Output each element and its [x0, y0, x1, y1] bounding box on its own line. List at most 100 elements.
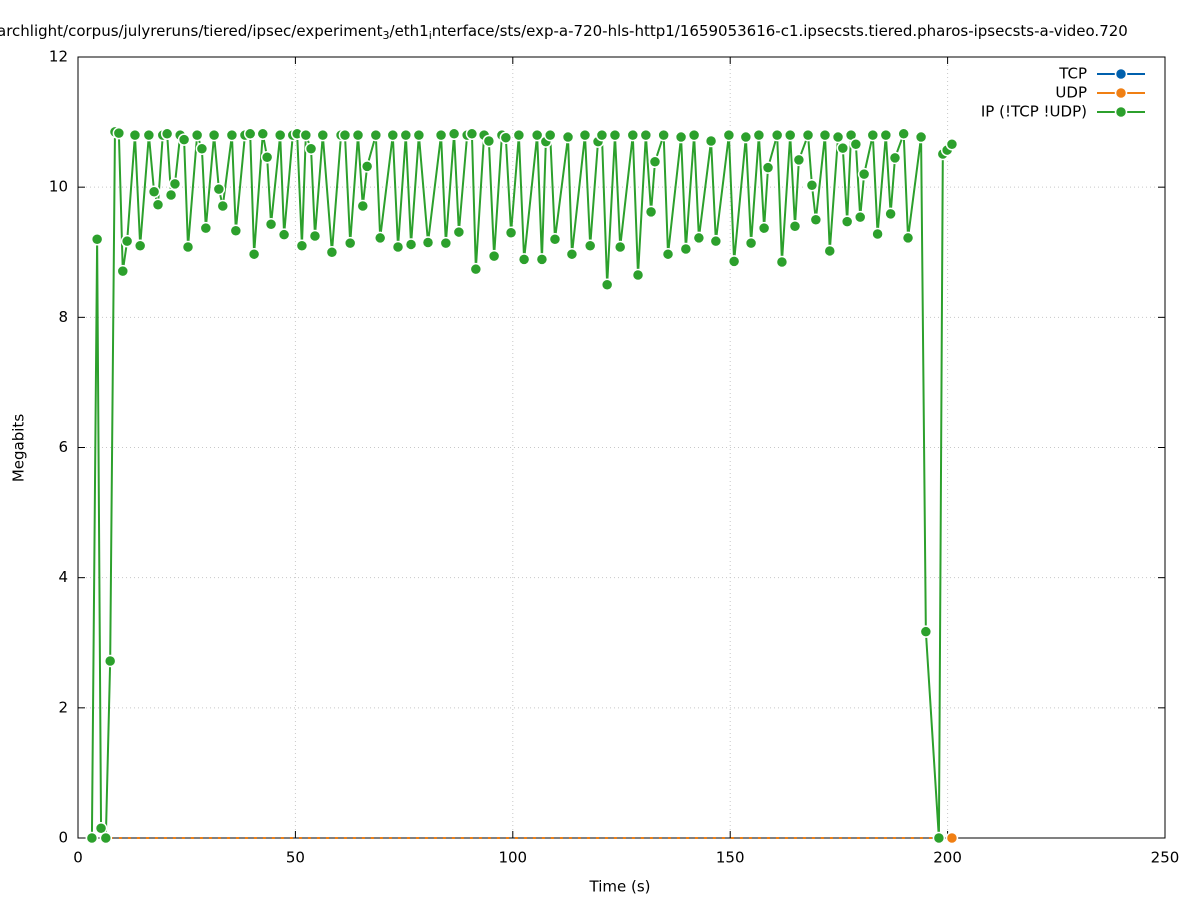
- data-point: [295, 239, 309, 252]
- data-point: [853, 210, 867, 224]
- x-tick-label: 0: [73, 849, 83, 867]
- data-point: [391, 240, 405, 254]
- data-point: [85, 831, 99, 845]
- data-point: [160, 127, 174, 141]
- data-point: [260, 150, 274, 164]
- y-tick-label: 2: [58, 698, 68, 716]
- data-point: [360, 160, 374, 173]
- data-point: [849, 137, 863, 151]
- title-part: 3: [383, 29, 390, 42]
- data-point: [128, 128, 142, 142]
- data-point: [447, 127, 461, 141]
- data-point: [421, 236, 435, 249]
- data-point: [727, 255, 741, 268]
- data-point: [757, 221, 771, 235]
- data-point: [434, 128, 448, 142]
- data-point: [801, 128, 815, 142]
- y-tick-label: 4: [58, 568, 68, 586]
- data-point: [530, 128, 544, 142]
- data-point: [535, 253, 549, 266]
- data-point: [517, 253, 531, 266]
- data-point: [351, 128, 365, 142]
- data-point: [212, 182, 226, 196]
- data-point: [775, 255, 789, 269]
- data-point: [901, 231, 915, 245]
- data-point: [792, 153, 806, 167]
- data-point: [504, 226, 518, 239]
- data-point: [704, 134, 718, 148]
- data-point: [199, 221, 213, 235]
- data-point: [343, 236, 357, 250]
- data-point: [644, 205, 658, 219]
- title-part: archlight/corpus/julyreruns/tiered/ipsec…: [0, 22, 383, 40]
- data-point: [256, 127, 270, 141]
- data-point: [439, 236, 453, 250]
- data-point: [932, 831, 946, 845]
- legend-marker: [1114, 67, 1128, 81]
- data-point: [888, 151, 902, 165]
- data-point: [595, 128, 609, 142]
- data-point: [512, 128, 526, 142]
- data-point: [608, 128, 622, 142]
- data-point: [90, 232, 104, 246]
- y-tick-label: 6: [58, 438, 68, 456]
- data-point: [565, 247, 579, 261]
- data-point: [264, 218, 278, 231]
- data-point: [722, 128, 736, 142]
- data-point: [626, 128, 640, 142]
- data-point: [356, 199, 370, 213]
- legend-label: UDP: [1055, 84, 1087, 102]
- data-point: [452, 225, 466, 239]
- data-point: [373, 231, 387, 245]
- data-point: [600, 278, 614, 292]
- y-axis-label: Megabits: [10, 414, 28, 482]
- y-tick-label: 0: [58, 829, 68, 847]
- data-point: [687, 128, 701, 142]
- x-tick-label: 200: [933, 849, 962, 867]
- data-point: [674, 130, 688, 144]
- data-point: [783, 128, 797, 142]
- data-point: [99, 831, 113, 845]
- series-line: [90, 130, 953, 839]
- data-point: [499, 131, 513, 144]
- x-tick-label: 150: [716, 849, 745, 867]
- data-point: [404, 238, 418, 251]
- data-point: [548, 232, 562, 246]
- data-point: [147, 185, 161, 198]
- data-point: [168, 177, 182, 191]
- data-point: [247, 247, 261, 261]
- x-tick-label: 50: [286, 849, 305, 867]
- legend-label: IP (!TCP !UDP): [981, 103, 1087, 121]
- data-point: [412, 128, 426, 142]
- data-point: [338, 128, 352, 142]
- data-point: [142, 128, 156, 142]
- data-point: [805, 178, 819, 192]
- data-point: [631, 268, 645, 282]
- data-point: [120, 234, 134, 248]
- legend-marker: [1114, 105, 1128, 119]
- data-point: [739, 130, 753, 144]
- data-point: [761, 161, 775, 174]
- data-point: [744, 236, 758, 250]
- data-point: [243, 127, 257, 141]
- data-point: [709, 234, 723, 248]
- data-point: [831, 130, 845, 144]
- data-point: [770, 128, 784, 142]
- data-point: [207, 128, 221, 142]
- x-tick-label: 100: [498, 849, 527, 867]
- data-point: [578, 128, 592, 142]
- data-point: [897, 127, 910, 141]
- data-point: [543, 128, 557, 142]
- data-point: [679, 242, 693, 256]
- data-point: [177, 133, 191, 146]
- data-point: [164, 188, 178, 202]
- x-axis-label: Time (s): [589, 878, 651, 896]
- data-point: [752, 128, 766, 142]
- data-point: [857, 167, 871, 181]
- data-point: [190, 128, 204, 142]
- data-point: [277, 228, 291, 241]
- y-tick-label: 10: [49, 178, 68, 196]
- data-point: [879, 128, 893, 142]
- data-point: [818, 128, 832, 142]
